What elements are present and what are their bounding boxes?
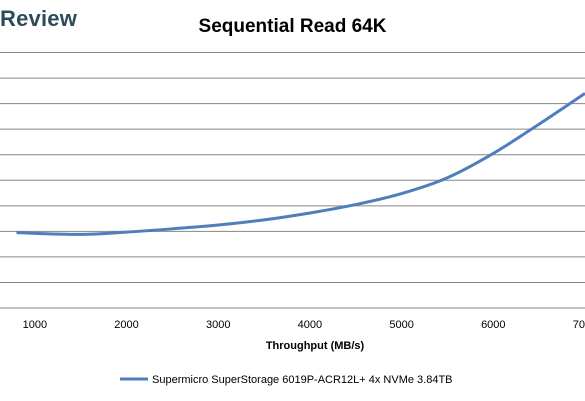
x-tick-label: 7000 [573,319,585,331]
x-tick-label: 2000 [114,319,138,331]
legend[interactable]: Supermicro SuperStorage 6019P-ACR12L+ 4x… [120,374,453,386]
x-tick-label: 3000 [206,319,230,331]
x-tick-label: 5000 [389,319,413,331]
x-tick-label: 1000 [23,319,47,331]
chart-title: Sequential Read 64K [198,16,387,37]
grid-lines [0,52,585,283]
legend-label: Supermicro SuperStorage 6019P-ACR12L+ 4x… [152,374,453,386]
series-lines [16,92,585,236]
x-tick-labels: 1000 2000 3000 4000 5000 6000 7000 [23,319,585,331]
site-logo: Review [0,6,78,31]
series-line [16,92,585,236]
x-tick-label: 6000 [481,319,505,331]
x-tick-label: 4000 [298,319,322,331]
x-axis-label: Throughput (MB/s) [266,340,365,352]
